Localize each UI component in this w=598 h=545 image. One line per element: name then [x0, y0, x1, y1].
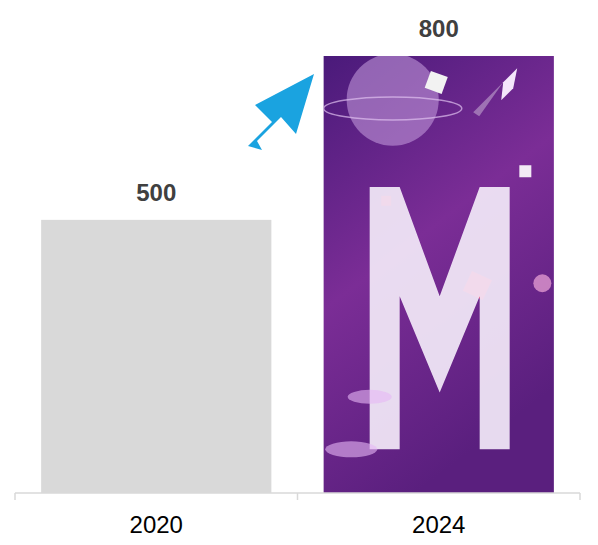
decor-planet [347, 56, 439, 146]
x-axis-tick [297, 493, 299, 500]
decor-cube [425, 71, 448, 94]
decor-platform [325, 441, 377, 457]
decor-platform [348, 390, 392, 404]
x-tick-label: 2020 [130, 511, 183, 538]
chart-root: 2020 2024 500 800 [0, 0, 598, 545]
x-tick-label: 2024 [412, 511, 465, 538]
x-axis-tick [14, 493, 16, 500]
decor-pillar [370, 187, 510, 449]
decor-cube [463, 271, 492, 300]
data-label: 500 [136, 179, 176, 206]
data-label: 800 [419, 15, 459, 42]
decor-ring [324, 97, 462, 120]
decor-cube [381, 196, 391, 206]
growth-arrow [248, 74, 314, 150]
bars [41, 56, 554, 494]
decor-orb [533, 274, 551, 292]
bar-artwork [324, 56, 552, 457]
decor-trail [473, 82, 503, 116]
bar [41, 220, 271, 493]
decor-cube [519, 165, 531, 177]
decor-rocket [501, 68, 517, 100]
x-axis-tick [579, 493, 581, 500]
bar [324, 56, 554, 493]
